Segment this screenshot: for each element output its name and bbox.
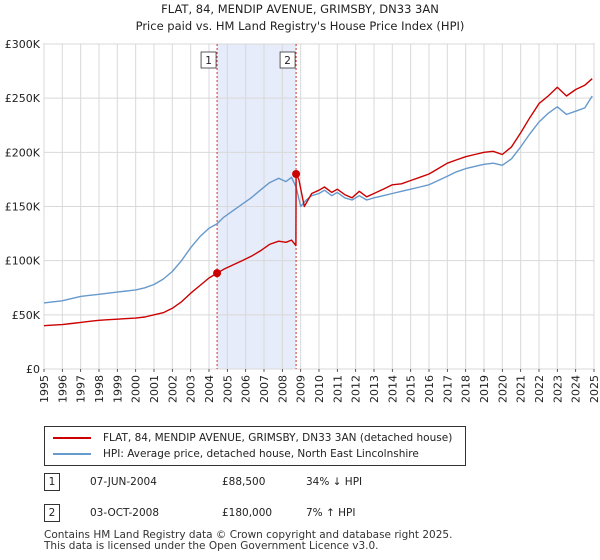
x-tick-label: 2009	[295, 375, 308, 403]
x-tick-label: 2017	[441, 375, 454, 403]
x-tick-label: 2001	[148, 375, 161, 403]
y-tick-label: £150K	[5, 201, 41, 214]
x-tick-label: 2003	[185, 375, 198, 403]
x-tick-label: 2002	[166, 375, 179, 403]
x-tick-label: 2018	[460, 375, 473, 403]
marker-box-2	[279, 51, 296, 69]
y-tick-label: £250K	[5, 92, 41, 105]
chart-title: FLAT, 84, MENDIP AVENUE, GRIMSBY, DN33 3…	[161, 2, 439, 16]
legend-item-property: FLAT, 84, MENDIP AVENUE, GRIMSBY, DN33 3…	[53, 431, 452, 445]
x-tick-label: 2006	[240, 375, 253, 403]
x-tick-label: 2013	[368, 375, 381, 403]
x-tick-label: 1998	[93, 375, 106, 403]
price-chart: FLAT, 84, MENDIP AVENUE, GRIMSBY, DN33 3…	[5, 2, 600, 403]
footer-line-2: This data is licensed under the Open Gov…	[44, 540, 379, 552]
x-tick-label: 2008	[276, 375, 289, 403]
transaction-date: 03-OCT-2008	[90, 507, 159, 519]
marker-label-2: 2	[284, 55, 291, 67]
transaction-price: £180,000	[222, 507, 273, 519]
transaction-hpi-diff: 7% ↑ HPI	[306, 507, 356, 519]
x-tick-label: 2024	[570, 375, 583, 403]
legend-item-hpi: HPI: Average price, detached house, Nort…	[53, 447, 419, 461]
y-tick-label: £50K	[12, 309, 41, 322]
property-price-line	[43, 78, 593, 327]
legend: FLAT, 84, MENDIP AVENUE, GRIMSBY, DN33 3…	[44, 426, 466, 466]
legend-label-property: FLAT, 84, MENDIP AVENUE, GRIMSBY, DN33 3…	[103, 432, 453, 444]
x-tick-label: 2020	[496, 375, 509, 403]
x-tick-label: 2007	[258, 375, 271, 403]
transaction-date: 07-JUN-2004	[90, 476, 157, 488]
x-tick-label: 2023	[551, 375, 564, 403]
x-tick-label: 1995	[38, 375, 51, 403]
transaction-number: 2	[44, 504, 60, 522]
x-tick-label: 1999	[111, 375, 124, 403]
hpi-line	[43, 95, 593, 304]
x-tick-label: 2000	[130, 375, 143, 403]
sale-point-1	[213, 269, 222, 278]
marker-label-1: 1	[205, 55, 212, 67]
y-tick-label: £100K	[5, 255, 41, 268]
legend-label-hpi: HPI: Average price, detached house, Nort…	[103, 448, 419, 460]
x-tick-label: 1996	[56, 375, 69, 403]
x-tick-label: 1997	[75, 375, 88, 403]
x-tick-label: 2025	[588, 375, 600, 403]
x-tick-label: 2021	[515, 375, 528, 403]
transaction-number: 1	[44, 473, 60, 491]
legend-line-blue	[53, 453, 91, 455]
footer-attribution: Contains HM Land Registry data © Crown c…	[44, 530, 452, 552]
x-tick-label: 2019	[478, 375, 491, 403]
legend-line-red	[53, 437, 91, 439]
x-tick-label: 2022	[533, 375, 546, 403]
chart-subtitle: Price paid vs. HM Land Registry's House …	[136, 19, 465, 33]
y-tick-label: £0	[26, 363, 40, 376]
x-tick-label: 2015	[405, 375, 418, 403]
x-tick-label: 2010	[313, 375, 326, 403]
x-tick-label: 2012	[350, 375, 363, 403]
transaction-hpi-diff: 34% ↓ HPI	[306, 476, 363, 488]
x-tick-label: 2004	[203, 375, 216, 403]
x-tick-label: 2005	[221, 375, 234, 403]
y-tick-label: £200K	[5, 146, 41, 159]
marker-box-1	[200, 51, 217, 69]
x-tick-label: 2014	[386, 375, 399, 403]
x-tick-label: 2011	[331, 375, 344, 403]
y-tick-label: £300K	[5, 38, 41, 51]
footer-line-1: Contains HM Land Registry data © Crown c…	[44, 529, 453, 541]
sale-point-2	[292, 170, 301, 178]
transaction-price: £88,500	[222, 476, 266, 488]
x-tick-label: 2016	[423, 375, 436, 403]
